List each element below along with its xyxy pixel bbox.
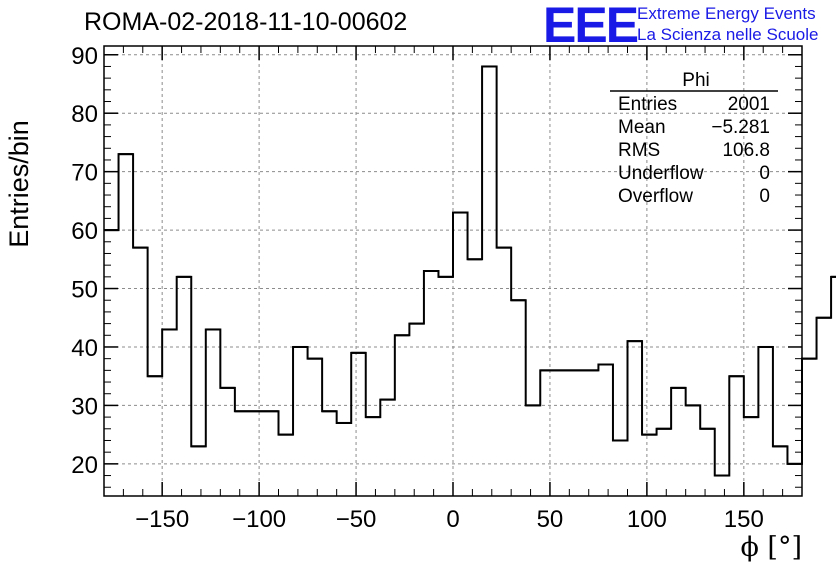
stats-row-label: Underflow bbox=[618, 163, 704, 184]
stats-row-label: Overflow bbox=[618, 186, 693, 207]
x-axis-label: ϕ [°] bbox=[740, 532, 802, 563]
stats-row-value: 106.8 bbox=[722, 140, 770, 161]
logo-subtitle-line2: La Scienza nelle Scuole bbox=[637, 25, 819, 44]
stats-row-label: Mean bbox=[618, 117, 666, 138]
tick-layer: −150 −100 −50 0 50 100 150 20 30 40 50 60 70 80 90 bbox=[71, 43, 802, 533]
y-tick-label: 70 bbox=[71, 160, 98, 187]
stats-row-value: 0 bbox=[759, 186, 770, 207]
stats-box-name: Phi bbox=[682, 70, 709, 91]
stats-row-value: −5.281 bbox=[711, 117, 770, 138]
stats-row-value: 0 bbox=[759, 163, 770, 184]
y-tick-label: 80 bbox=[71, 101, 98, 128]
stats-row-label: RMS bbox=[618, 140, 660, 161]
y-tick-label: 40 bbox=[71, 335, 98, 362]
x-tick-label: 150 bbox=[724, 506, 764, 533]
y-tick-label: 60 bbox=[71, 218, 98, 245]
stats-row-label: Entries bbox=[618, 94, 677, 115]
chart-title: ROMA-02-2018-11-10-00602 bbox=[84, 8, 408, 36]
y-tick-label: 20 bbox=[71, 452, 98, 479]
eee-logo: EEE bbox=[543, 0, 639, 53]
x-tick-label: 0 bbox=[446, 506, 459, 533]
logo-subtitle-line1: Extreme Energy Events bbox=[637, 4, 816, 23]
x-tick-label: −100 bbox=[232, 506, 286, 533]
x-tick-label: −150 bbox=[135, 506, 189, 533]
histogram-bins bbox=[104, 65, 836, 477]
x-tick-label: 100 bbox=[627, 506, 667, 533]
x-tick-label: 50 bbox=[537, 506, 564, 533]
x-tick-label: −50 bbox=[336, 506, 377, 533]
y-tick-label: 30 bbox=[71, 393, 98, 420]
stats-row-value: 2001 bbox=[728, 94, 770, 115]
y-tick-label: 50 bbox=[71, 277, 98, 304]
y-tick-label: 90 bbox=[71, 43, 98, 70]
